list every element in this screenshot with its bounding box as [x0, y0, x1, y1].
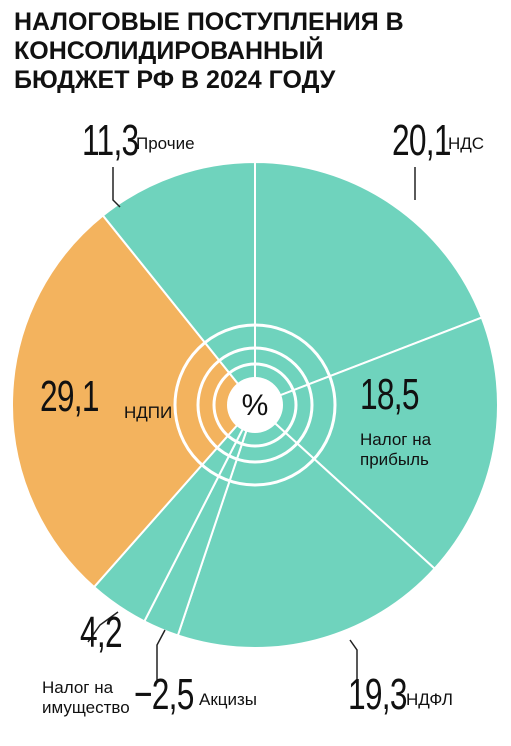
- category-label: НДС: [448, 134, 485, 153]
- value-label: 20,1: [392, 116, 451, 165]
- value-label: 18,5: [360, 370, 419, 419]
- center-disc: [227, 377, 283, 433]
- category-label: Налог на имущество: [42, 678, 130, 717]
- category-label: НДПИ: [124, 403, 173, 422]
- unit-label: %: [242, 389, 269, 422]
- chart-title: НАЛОГОВЫЕ ПОСТУПЛЕНИЯ В КОНСОЛИДИРОВАННЫ…: [14, 8, 404, 94]
- pie-slice: [11, 214, 257, 589]
- pie-slice: [176, 403, 437, 649]
- category-label: Акцизы: [199, 690, 258, 709]
- category-label: Прочие: [136, 134, 195, 153]
- pie-slice: [253, 316, 499, 571]
- value-label: 29,1: [40, 372, 99, 421]
- value-label: 19,3: [348, 670, 407, 719]
- pie-slice: [101, 160, 256, 408]
- value-label: 4,2: [80, 608, 123, 657]
- category-label: Налог на прибыль: [360, 430, 432, 469]
- leader-lines: [87, 167, 416, 680]
- pie-slice: [254, 160, 484, 407]
- value-label: 11,3: [82, 116, 139, 165]
- category-label: НДФЛ: [406, 690, 453, 709]
- value-label: −2,5: [134, 670, 194, 719]
- center-rings: [173, 323, 337, 487]
